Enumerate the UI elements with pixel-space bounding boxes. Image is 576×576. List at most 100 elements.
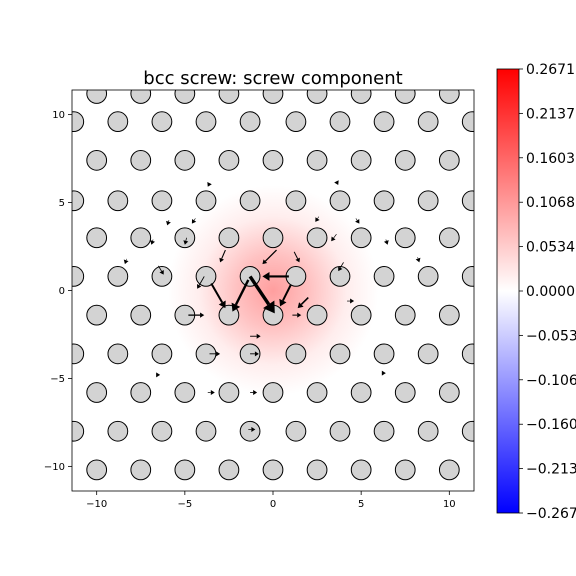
plot-area [72,90,474,491]
arrow-shaft [355,218,358,221]
arrow-shaft [185,237,187,241]
atom-point [151,343,173,365]
atom-point [306,459,328,481]
atom-point [151,111,173,133]
atom-point [394,227,416,249]
atom-point [306,304,328,326]
atom-point [86,304,108,326]
arrow-head [254,351,259,357]
atom-point [329,266,351,287]
displacement-arrow [248,275,275,314]
atom-point [394,459,416,481]
atom-point [438,90,460,104]
atom-point [195,266,217,287]
atom-point [285,111,307,133]
atom-point [438,149,460,171]
arrow-shaft [293,251,299,260]
arrow-shaft [234,279,250,306]
displacement-arrow [123,258,129,265]
atom-point [373,420,395,442]
atom-point [72,266,85,287]
colorbar-tick-label: 0.2137 [526,106,575,122]
arrow-head [295,257,300,263]
arrow-head [231,302,241,312]
arrows-layer [123,180,421,432]
displacement-arrow [231,279,250,312]
atom-point [373,343,395,365]
atom-point [130,149,152,171]
atom-point [130,382,152,403]
arrow-head [415,257,421,263]
displacement-arrow [207,390,215,396]
atom-point [350,382,372,403]
y-axis: −10 −5 0 5 10 [44,110,72,473]
displacement-arrow [158,265,164,275]
arrow-shaft [221,249,226,259]
arrow-head [210,390,215,396]
arrow-shaft [317,216,320,219]
atom-point [306,90,328,104]
atom-point [461,266,474,287]
arrow-shaft [198,276,205,286]
arrow-shaft [300,296,309,306]
atom-point [394,90,416,104]
arrow-head [150,240,155,245]
atom-point [174,382,196,403]
atom-point [461,420,474,442]
y-tick-label: 10 [52,110,65,121]
atom-point [72,111,85,133]
arrow-head [355,218,360,224]
atom-point [262,149,284,171]
arrow-head [159,269,164,275]
displacement-arrow [210,282,226,309]
displacement-arrow [262,249,277,265]
atom-point [306,149,328,171]
arrow-shaft [193,218,196,221]
atom-point [174,149,196,171]
atom-point [438,304,460,326]
colorbar-tick-label: 0.1603 [526,151,575,167]
atom-point [306,227,328,249]
atom-point [107,420,129,442]
displacement-arrow [347,298,355,304]
atom-point [86,227,108,249]
atom-point [438,227,460,249]
y-tick-label: −5 [50,374,65,385]
atom-point [350,459,372,481]
x-tick-label: −10 [86,499,107,510]
arrow-head [218,300,226,309]
colorbar-tick-label: −0.1603 [526,417,576,433]
arrow-shaft [158,265,162,272]
arrow-head [263,300,275,314]
arrow-head [350,298,355,304]
arrow-head [383,240,389,245]
colorbar: 0.2671 0.2137 0.1603 0.1068 0.0534 0.0000 −0.0… [496,62,576,522]
atom-point [262,90,284,104]
atom-point [151,266,173,287]
displacement-arrow [188,312,205,318]
atom-point [417,266,439,287]
arrow-head [262,259,268,265]
arrow-head [297,302,304,309]
atom-point [174,90,196,104]
x-axis: −10 −5 0 5 10 [86,491,456,510]
atom-point [306,382,328,403]
atom-point [107,111,129,133]
atom-point [417,343,439,365]
atom-point [350,227,372,249]
atom-point [350,90,372,104]
arrow-shaft [264,249,277,262]
y-tick-label: 5 [59,198,65,209]
displacement-arrow [191,218,197,224]
atom-point [394,382,416,403]
displacement-arrow [381,370,386,376]
atom-point [373,111,395,133]
colorbar-tick-label: −0.2671 [526,506,576,522]
colorbar-tick-label: 0.0000 [526,284,575,300]
arrow-head [183,240,189,245]
colorbar-tick-label: 0.1068 [526,195,575,211]
displacement-arrow [207,182,212,187]
displacement-arrow [297,296,309,309]
atom-point [262,459,284,481]
arrow-head [297,312,302,318]
